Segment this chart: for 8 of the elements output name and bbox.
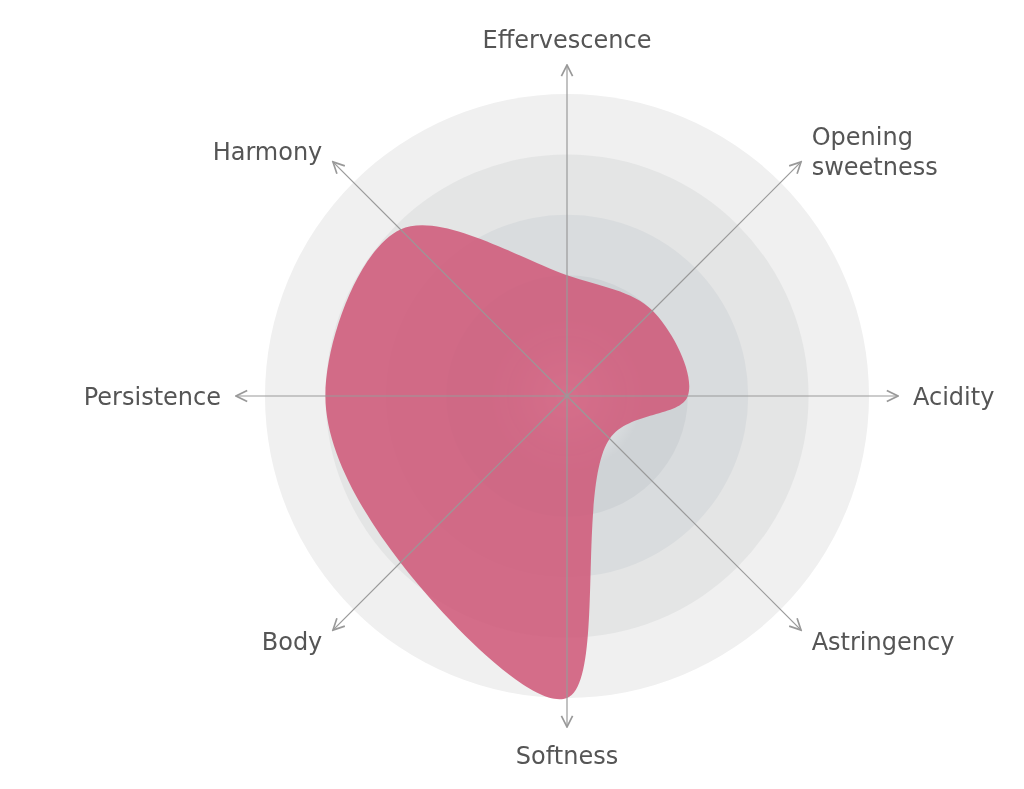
- spoke-label: Acidity: [913, 383, 995, 411]
- spoke-label: Astringency: [811, 627, 955, 656]
- spoke-label: Body: [261, 627, 323, 656]
- spoke-label: Opening sweetness: [811, 123, 938, 182]
- spoke-label: Persistence: [83, 383, 221, 411]
- spoke-label: Softness: [515, 742, 619, 770]
- spoke-label: Harmony: [212, 138, 323, 167]
- spoke-label: Effervescence: [482, 26, 652, 54]
